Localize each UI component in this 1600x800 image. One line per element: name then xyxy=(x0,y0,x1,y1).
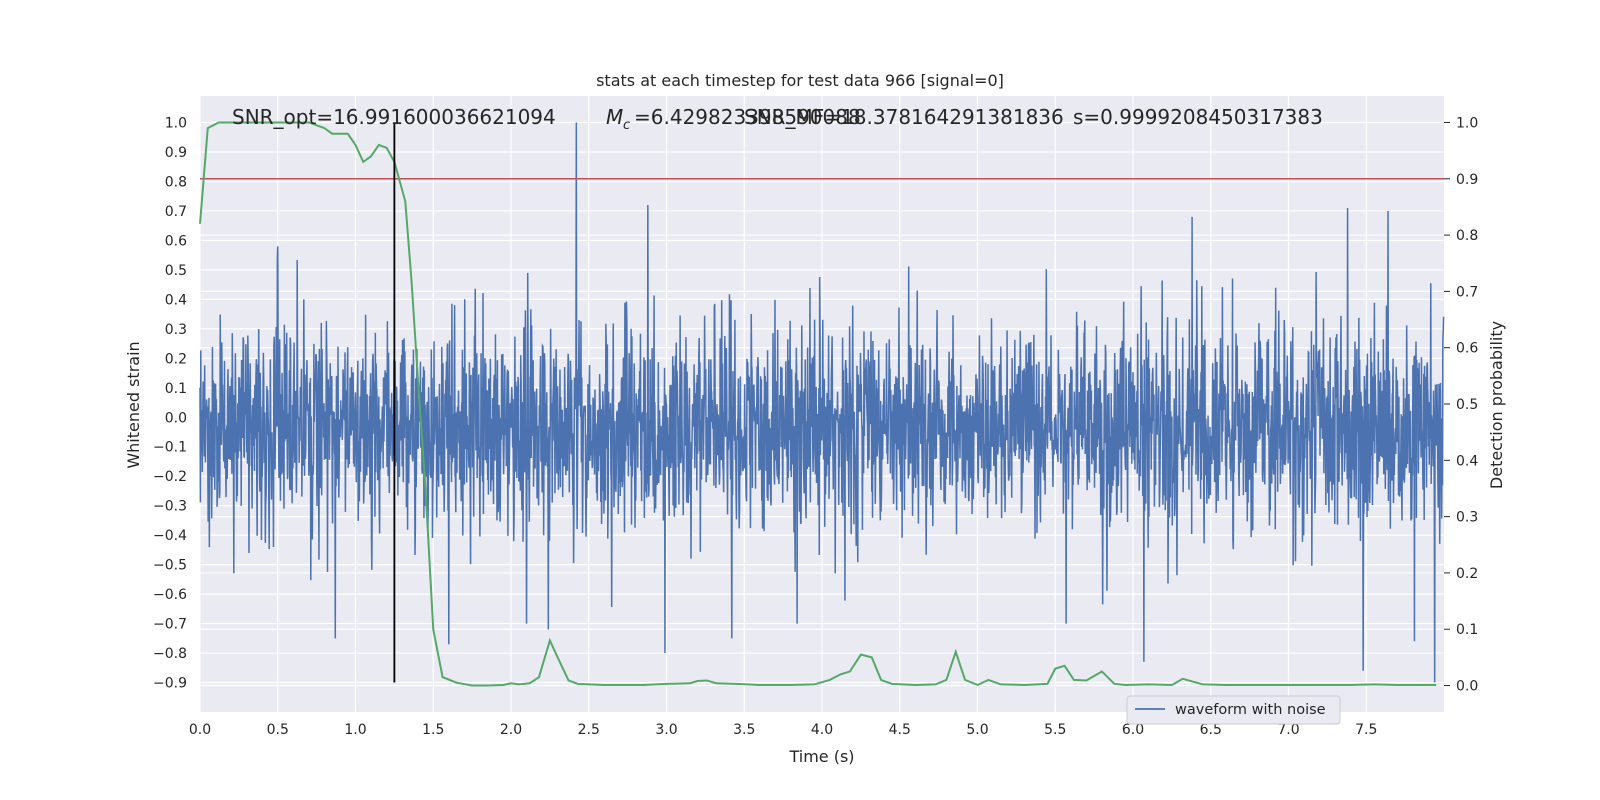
left-y-tick-label: 0.8 xyxy=(165,174,187,190)
x-tick-label: 1.5 xyxy=(422,722,444,738)
legend: waveform with noise xyxy=(1126,695,1341,725)
left-y-tick-label: −0.8 xyxy=(153,646,187,662)
x-tick-label: 7.5 xyxy=(1355,722,1377,738)
x-tick-label: 6.5 xyxy=(1200,722,1222,738)
right-y-tick-label: 0.2 xyxy=(1456,566,1478,582)
x-axis-label: Time (s) xyxy=(788,747,854,766)
right-y-tick-label: 1.0 xyxy=(1456,115,1478,131)
x-tick-label: 5.0 xyxy=(966,722,988,738)
left-y-tick-label: −0.4 xyxy=(153,528,187,544)
left-y-tick-label: −0.9 xyxy=(153,676,187,692)
left-y-tick-label: 0.3 xyxy=(165,322,187,338)
left-y-axis-ticks: 1.0 0.9 0.8 0.7 0.6 0.5 0.4 0.3 0.2 0.1 0.0 −0.1 −0.… xyxy=(153,116,187,692)
annotations: SNR_opt=16.991600036621094 M c =6.429823… xyxy=(232,105,1323,133)
x-tick-label: 0.0 xyxy=(189,722,211,738)
x-tick-label: 1.0 xyxy=(344,722,366,738)
x-tick-label: 2.5 xyxy=(578,722,600,738)
x-tick-label: 0.5 xyxy=(267,722,289,738)
left-y-tick-label: 0.5 xyxy=(165,263,187,279)
left-y-tick-label: 1.0 xyxy=(165,116,187,132)
left-y-tick-label: −0.1 xyxy=(153,440,187,456)
left-y-tick-label: −0.6 xyxy=(153,587,187,603)
right-y-tick-label: 0.6 xyxy=(1456,341,1478,357)
right-y-axis-label: Detection probability xyxy=(1487,321,1506,489)
annotation-mc-symbol: M xyxy=(606,105,623,129)
waveform-series xyxy=(199,122,1445,683)
x-tick-label: 4.0 xyxy=(811,722,833,738)
legend-entry-waveform: waveform with noise xyxy=(1175,702,1326,718)
x-tick-label: 5.5 xyxy=(1044,722,1066,738)
right-y-axis-ticks: 1.0 0.9 0.8 0.7 0.6 0.5 0.4 0.3 0.2 0.1 0.0 xyxy=(1444,115,1478,695)
left-y-tick-label: −0.5 xyxy=(153,558,187,574)
right-y-tick-label: 0.5 xyxy=(1456,397,1478,413)
waveform-with-noise-line xyxy=(199,122,1445,683)
x-tick-label: 2.0 xyxy=(500,722,522,738)
annotation-mc: =6.429823398590088 xyxy=(634,105,861,129)
right-y-tick-label: 0.4 xyxy=(1456,453,1478,469)
right-y-tick-label: 0.9 xyxy=(1456,172,1478,188)
right-y-tick-label: 0.3 xyxy=(1456,510,1478,526)
left-y-tick-label: 0.9 xyxy=(165,145,187,161)
left-y-tick-label: 0.4 xyxy=(165,292,187,308)
right-y-tick-label: 0.8 xyxy=(1456,228,1478,244)
left-y-tick-label: 0.0 xyxy=(165,410,187,426)
left-y-tick-label: −0.2 xyxy=(153,469,187,485)
x-tick-label: 3.5 xyxy=(733,722,755,738)
left-y-tick-label: 0.2 xyxy=(165,351,187,367)
x-tick-label: 7.0 xyxy=(1277,722,1299,738)
left-y-tick-label: 0.6 xyxy=(165,233,187,249)
right-y-tick-label: 0.7 xyxy=(1456,284,1478,300)
left-y-tick-label: 0.1 xyxy=(165,381,187,397)
left-y-tick-label: −0.3 xyxy=(153,499,187,515)
left-y-tick-label: 0.7 xyxy=(165,204,187,220)
right-y-tick-label: 0.1 xyxy=(1456,622,1478,638)
overlay-lines xyxy=(199,121,1444,687)
left-y-tick-label: −0.7 xyxy=(153,617,187,633)
legend-box xyxy=(1126,695,1341,725)
left-y-axis-label: Whitened strain xyxy=(124,341,143,468)
x-axis-ticks: 0.0 0.5 1.0 1.5 2.0 2.5 3.0 3.5 4.0 4.5 5.0 5.5 6.0 6… xyxy=(189,722,1378,738)
x-tick-label: 3.0 xyxy=(655,722,677,738)
x-tick-label: 6.0 xyxy=(1122,722,1144,738)
chart-title: stats at each timestep for test data 966… xyxy=(596,71,1004,90)
x-tick-label: 4.5 xyxy=(889,722,911,738)
annotation-mc-subscript: c xyxy=(623,118,630,133)
annotation-s: s=0.9999208450317383 xyxy=(1073,105,1323,129)
annotation-snr-opt: SNR_opt=16.991600036621094 xyxy=(232,105,556,129)
right-y-tick-label: 0.0 xyxy=(1456,679,1478,695)
detection-probability-line xyxy=(199,121,1437,687)
annotation-snr-mf: SNR_MF=18.378164291381836 xyxy=(744,105,1064,129)
